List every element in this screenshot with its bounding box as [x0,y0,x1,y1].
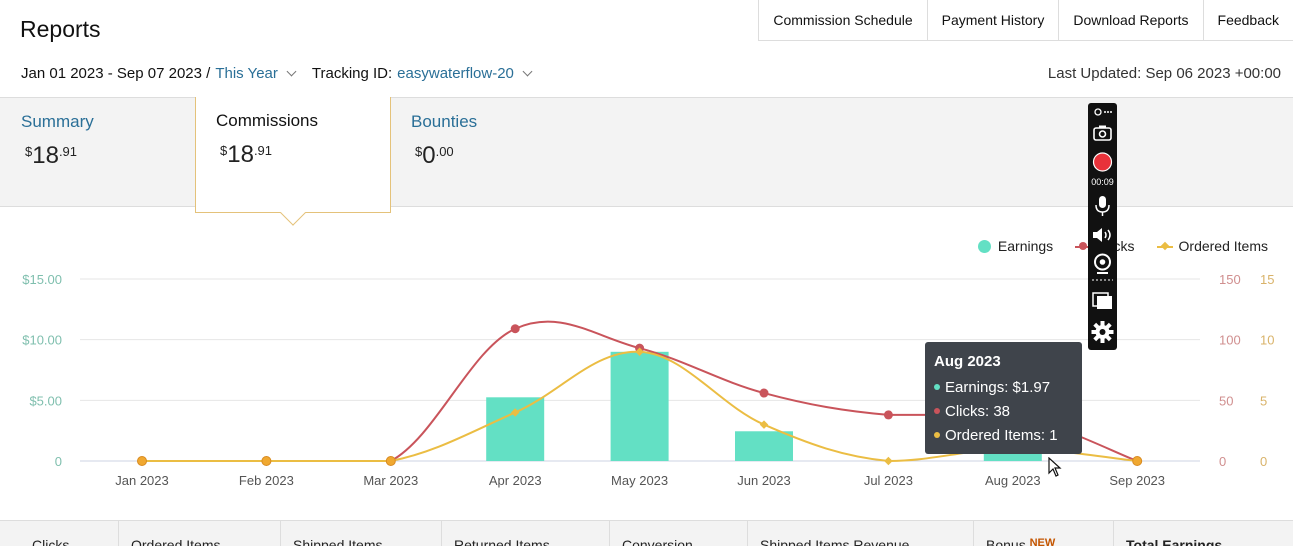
x-tick-label: Aug 2023 [985,473,1041,488]
y-right-outer-tick-label: 100 [1219,333,1241,348]
mouse-cursor-icon [1048,457,1062,477]
col-conversion[interactable]: Conversion [610,521,748,546]
chevron-down-icon[interactable] [522,66,533,77]
microphone-icon[interactable] [1088,195,1117,217]
summary-card-amount: $18.91 [25,142,78,169]
webcam-icon[interactable] [1088,253,1117,275]
x-tick-label: May 2023 [611,473,668,488]
speaker-icon[interactable] [1088,225,1117,245]
y-left-tick-label: 0 [55,454,62,469]
clicks-point [510,324,520,334]
clicks-point [759,388,769,398]
col-shipped-items-revenue[interactable]: Shipped Items Revenue [748,521,974,546]
y-right-inner-tick-label: 10 [1260,333,1274,348]
tooltip-ordered-items: Ordered Items: 1 [934,424,1082,448]
report-filters: Jan 01 2023 - Sep 07 2023 / This Year Tr… [21,65,533,82]
col-shipped-items[interactable]: Shipped Items [281,521,442,546]
new-badge: NEW [1029,537,1056,546]
x-tick-label: Apr 2023 [489,473,542,488]
tracking-label: Tracking ID: [311,65,393,82]
col-clicks[interactable]: Clicks [0,521,119,546]
ordered-items-point [261,456,272,466]
screen-recorder-toolbar: 00:09 [1088,103,1117,350]
legend-ordered-items[interactable]: Ordered Items [1156,238,1268,254]
feedback-link[interactable]: Feedback [1217,12,1279,28]
x-tick-label: Feb 2023 [239,473,294,488]
summary-card[interactable]: Summary $18.91 [21,98,191,208]
pin-icon[interactable] [1088,106,1117,118]
page-title: Reports [20,16,101,42]
earnings-chart: 0 $5.00 $10.00 $15.00 0 50 100 150 0 5 10 15 Jan 202… [0,207,1293,520]
earnings-legend-icon [977,239,991,253]
x-tick-label: Jan 2023 [115,473,169,488]
y-left-tick-label: $5.00 [29,393,62,408]
bounties-card-amount: $0.00 [415,142,454,169]
settings-gear-icon[interactable] [1088,320,1117,344]
ordered-items-legend-icon [1156,240,1173,253]
x-tick-label: Sep 2023 [1109,473,1165,488]
payment-history-link[interactable]: Payment History [928,0,1060,40]
last-updated: Last Updated: Sep 06 2023 +00:00 [1047,65,1281,82]
period-select[interactable]: This Year [215,65,278,82]
ordered-items-point [385,456,396,466]
commissions-card-label: Commissions [216,111,319,130]
earnings-bar [486,397,545,461]
tooltip-earnings: Earnings: $1.97 [934,376,1082,400]
commissions-card[interactable]: Commissions $18.91 [195,97,391,226]
record-icon[interactable] [1088,152,1117,172]
commission-schedule-link[interactable]: Commission Schedule [759,0,928,40]
chevron-down-icon[interactable] [286,66,297,77]
summary-card-label[interactable]: Summary [21,112,94,131]
x-tick-label: Jul 2023 [864,473,913,488]
y-right-inner-tick-label: 0 [1260,454,1267,469]
chart-tooltip: Aug 2023 Earnings: $1.97 Clicks: 38 Orde… [925,342,1082,454]
tooltip-title: Aug 2023 [934,353,1001,370]
col-total-earnings[interactable]: Total Earnings [1126,537,1223,546]
y-right-inner-tick-label: 5 [1260,393,1267,408]
bounties-card-label[interactable]: Bounties [411,112,478,131]
y-right-outer-tick-label: 150 [1219,272,1241,287]
clicks-point [883,410,893,420]
y-left-tick-label: $10.00 [22,333,62,348]
report-table-header: Clicks Ordered Items Shipped Items Retur… [0,520,1293,546]
record-timer: 00:09 [1091,177,1114,187]
download-reports-link[interactable]: Download Reports [1059,0,1204,40]
tracking-id-select[interactable]: easywaterflow-20 [397,65,514,82]
ordered-items-point [137,456,147,466]
col-bonus[interactable]: Bonus NEW [974,521,1114,546]
screen-area-icon[interactable] [1088,290,1117,312]
ordered-items-point [884,456,893,466]
y-right-outer-tick-label: 0 [1219,454,1226,469]
camera-icon[interactable] [1088,124,1117,142]
top-nav: Commission Schedule Payment History Down… [758,0,1293,41]
legend-earnings[interactable]: Earnings [977,238,1053,254]
toolbar-divider [1092,279,1113,281]
x-tick-label: Jun 2023 [737,473,791,488]
earnings-bar [610,351,669,461]
chart-legend: Earnings Clicks Ordered Items [977,238,1268,254]
commissions-card-amount: $18.91 [220,141,273,168]
y-left-tick-label: $15.00 [22,272,62,287]
col-ordered-items[interactable]: Ordered Items [119,521,281,546]
clicks-legend-icon [1075,240,1092,253]
earnings-bar [735,431,793,461]
chart-canvas: 0 $5.00 $10.00 $15.00 0 50 100 150 0 5 10 15 Jan 202… [22,272,1274,488]
ordered-items-point [759,420,769,429]
bounties-card[interactable]: Bounties $0.00 [411,98,581,208]
col-returned-items[interactable]: Returned Items [442,521,610,546]
summary-cards: Summary $18.91 Commissions $18.91 Bounti… [0,97,1293,226]
date-range: Jan 01 2023 - Sep 07 2023 / [21,65,211,82]
y-right-inner-tick-label: 15 [1260,272,1274,287]
tooltip-clicks: Clicks: 38 [934,400,1082,424]
y-right-outer-tick-label: 50 [1219,393,1233,408]
x-tick-label: Mar 2023 [363,473,418,488]
ordered-items-point [1132,456,1143,466]
